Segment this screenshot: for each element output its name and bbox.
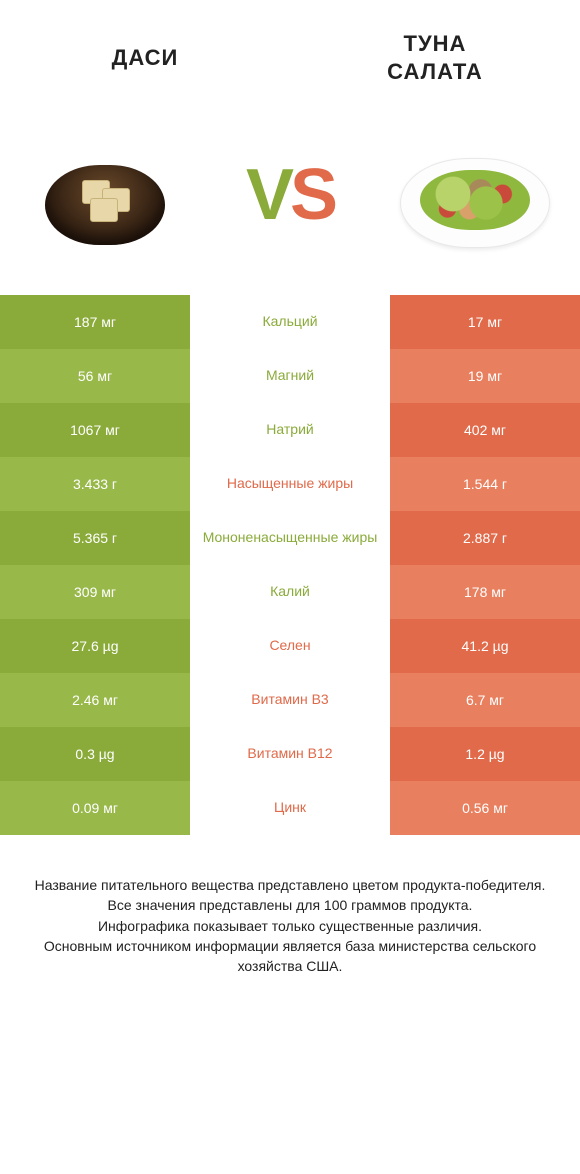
cell-nutrient-label: Калий xyxy=(190,565,390,619)
cell-left-value: 2.46 мг xyxy=(0,673,190,727)
cell-right-value: 2.887 г xyxy=(390,511,580,565)
cell-left-value: 56 мг xyxy=(0,349,190,403)
cell-nutrient-label: Кальций xyxy=(190,295,390,349)
cell-nutrient-label: Витамин B3 xyxy=(190,673,390,727)
cell-left-value: 1067 мг xyxy=(0,403,190,457)
cell-left-value: 187 мг xyxy=(0,295,190,349)
cell-nutrient-label: Магний xyxy=(190,349,390,403)
header: ДАСИ ТУНАСАЛАТА xyxy=(0,0,580,105)
vs-s: S xyxy=(290,155,334,235)
cell-left-value: 0.3 µg xyxy=(0,727,190,781)
cell-right-value: 17 мг xyxy=(390,295,580,349)
cell-nutrient-label: Селен xyxy=(190,619,390,673)
vs-v: V xyxy=(246,155,290,235)
food-image-right xyxy=(400,125,550,265)
cell-left-value: 27.6 µg xyxy=(0,619,190,673)
food-image-left xyxy=(30,125,180,265)
cell-right-value: 6.7 мг xyxy=(390,673,580,727)
title-left: ДАСИ xyxy=(40,44,250,72)
cell-nutrient-label: Насыщенные жиры xyxy=(190,457,390,511)
cell-left-value: 3.433 г xyxy=(0,457,190,511)
cell-left-value: 5.365 г xyxy=(0,511,190,565)
cell-left-value: 0.09 мг xyxy=(0,781,190,835)
table-row: 309 мгКалий178 мг xyxy=(0,565,580,619)
cell-nutrient-label: Витамин B12 xyxy=(190,727,390,781)
cell-nutrient-label: Натрий xyxy=(190,403,390,457)
cell-right-value: 19 мг xyxy=(390,349,580,403)
comparison-table: 187 мгКальций17 мг56 мгМагний19 мг1067 м… xyxy=(0,295,580,835)
cell-left-value: 309 мг xyxy=(0,565,190,619)
table-row: 187 мгКальций17 мг xyxy=(0,295,580,349)
hero-row: VS xyxy=(0,105,580,295)
footer-note: Название питательного вещества представл… xyxy=(0,835,580,976)
table-row: 5.365 гМононенасыщенные жиры2.887 г xyxy=(0,511,580,565)
table-row: 27.6 µgСелен41.2 µg xyxy=(0,619,580,673)
cell-right-value: 41.2 µg xyxy=(390,619,580,673)
cell-right-value: 402 мг xyxy=(390,403,580,457)
title-right: ТУНАСАЛАТА xyxy=(330,30,540,85)
cell-nutrient-label: Мононенасыщенные жиры xyxy=(190,511,390,565)
table-row: 3.433 гНасыщенные жиры1.544 г xyxy=(0,457,580,511)
vs-label: VS xyxy=(246,159,334,231)
cell-right-value: 0.56 мг xyxy=(390,781,580,835)
table-row: 2.46 мгВитамин B36.7 мг xyxy=(0,673,580,727)
cell-right-value: 1.544 г xyxy=(390,457,580,511)
table-row: 56 мгМагний19 мг xyxy=(0,349,580,403)
cell-nutrient-label: Цинк xyxy=(190,781,390,835)
cell-right-value: 1.2 µg xyxy=(390,727,580,781)
cell-right-value: 178 мг xyxy=(390,565,580,619)
table-row: 0.3 µgВитамин B121.2 µg xyxy=(0,727,580,781)
table-row: 0.09 мгЦинк0.56 мг xyxy=(0,781,580,835)
table-row: 1067 мгНатрий402 мг xyxy=(0,403,580,457)
